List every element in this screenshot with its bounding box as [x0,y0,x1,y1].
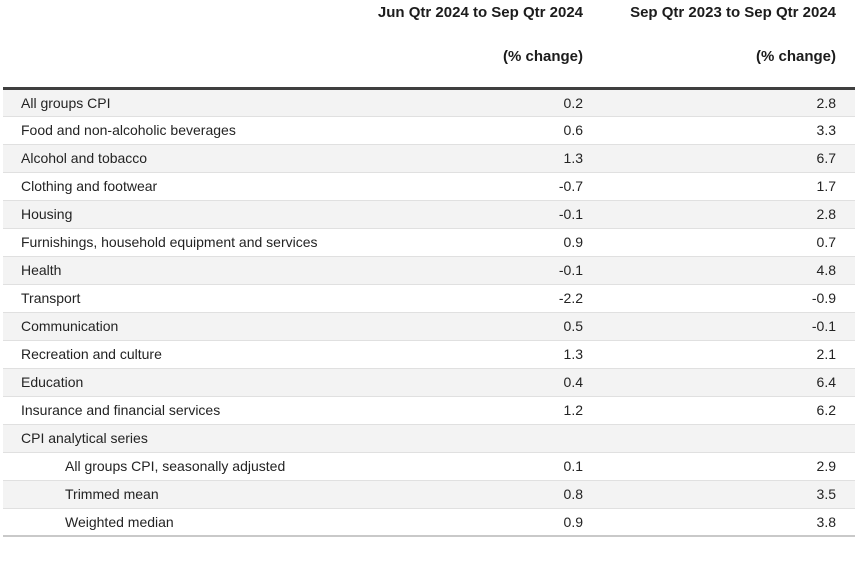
cpi-change-table: Jun Qtr 2024 to Sep Qtr 2024 Sep Qtr 202… [3,0,855,537]
row-value-qtr-change: -2.2 [372,284,602,313]
row-value-annual-change: 3.8 [602,508,855,537]
row-label: Communication [3,312,372,341]
row-value-qtr-change: 0.5 [372,312,602,341]
table-row: Housing -0.1 2.8 [3,200,855,229]
table-row: Clothing and footwear -0.7 1.7 [3,172,855,201]
row-value-qtr-change: 0.2 [372,88,602,117]
row-value-annual-change: 6.4 [602,368,855,397]
row-label: CPI analytical series [3,424,372,453]
row-value-qtr-change: -0.1 [372,256,602,285]
row-value-annual-change: 2.8 [602,88,855,117]
header-unit-row: (% change) (% change) [3,44,855,90]
row-label: Clothing and footwear [3,172,372,201]
table-row: Transport -2.2 -0.9 [3,284,855,313]
row-value-annual-change: 2.8 [602,200,855,229]
row-value-annual-change: 3.5 [602,480,855,509]
row-value-annual-change [602,424,855,453]
header-unit-qtr: (% change) [372,44,602,90]
row-label: Insurance and financial services [3,396,372,425]
row-value-annual-change: 6.2 [602,396,855,425]
header-unit-annual: (% change) [602,44,855,90]
row-value-annual-change: 3.3 [602,116,855,145]
table-row: All groups CPI 0.2 2.8 [3,88,855,117]
header-period-qtr: Jun Qtr 2024 to Sep Qtr 2024 [372,0,602,44]
table-row: Education 0.4 6.4 [3,368,855,397]
row-value-annual-change: 1.7 [602,172,855,201]
table-body: All groups CPI 0.2 2.8 Food and non-alcohol… [3,88,855,537]
row-label: Furnishings, household equipment and ser… [3,228,372,257]
row-value-qtr-change: 0.4 [372,368,602,397]
row-value-annual-change: 2.9 [602,452,855,481]
table-header: Jun Qtr 2024 to Sep Qtr 2024 Sep Qtr 202… [3,0,855,90]
row-label: Transport [3,284,372,313]
row-label: Weighted median [3,508,372,537]
row-label: All groups CPI [3,88,372,117]
row-label: Housing [3,200,372,229]
row-value-annual-change: 6.7 [602,144,855,173]
header-period-annual: Sep Qtr 2023 to Sep Qtr 2024 [602,0,855,44]
row-value-qtr-change: -0.1 [372,200,602,229]
table-row: Alcohol and tobacco 1.3 6.7 [3,144,855,173]
row-value-annual-change: 4.8 [602,256,855,285]
table-row: Food and non-alcoholic beverages 0.6 3.3 [3,116,855,145]
row-label: Alcohol and tobacco [3,144,372,173]
row-value-annual-change: -0.1 [602,312,855,341]
row-label: Trimmed mean [3,480,372,509]
row-value-qtr-change: 0.8 [372,480,602,509]
header-empty-cell [3,44,372,90]
header-period-row: Jun Qtr 2024 to Sep Qtr 2024 Sep Qtr 202… [3,0,855,44]
table-row: Communication 0.5 -0.1 [3,312,855,341]
row-label: Food and non-alcoholic beverages [3,116,372,145]
table-row: Furnishings, household equipment and ser… [3,228,855,257]
row-value-qtr-change [372,424,602,453]
row-value-qtr-change: -0.7 [372,172,602,201]
row-value-annual-change: 0.7 [602,228,855,257]
row-value-qtr-change: 1.3 [372,340,602,369]
table-row: Health -0.1 4.8 [3,256,855,285]
row-value-qtr-change: 0.9 [372,228,602,257]
row-label: Recreation and culture [3,340,372,369]
header-empty-cell [3,0,372,44]
row-value-annual-change: 2.1 [602,340,855,369]
row-value-qtr-change: 1.2 [372,396,602,425]
row-value-qtr-change: 1.3 [372,144,602,173]
table-row: Weighted median 0.9 3.8 [3,508,855,537]
table-row: All groups CPI, seasonally adjusted 0.1 2.… [3,452,855,481]
row-value-qtr-change: 0.9 [372,508,602,537]
table-row: Trimmed mean 0.8 3.5 [3,480,855,509]
table-row: CPI analytical series [3,424,855,453]
row-label: All groups CPI, seasonally adjusted [3,452,372,481]
table-row: Insurance and financial services 1.2 6.2 [3,396,855,425]
row-label: Health [3,256,372,285]
row-value-qtr-change: 0.1 [372,452,602,481]
row-label: Education [3,368,372,397]
row-value-annual-change: -0.9 [602,284,855,313]
row-value-qtr-change: 0.6 [372,116,602,145]
table-row: Recreation and culture 1.3 2.1 [3,340,855,369]
